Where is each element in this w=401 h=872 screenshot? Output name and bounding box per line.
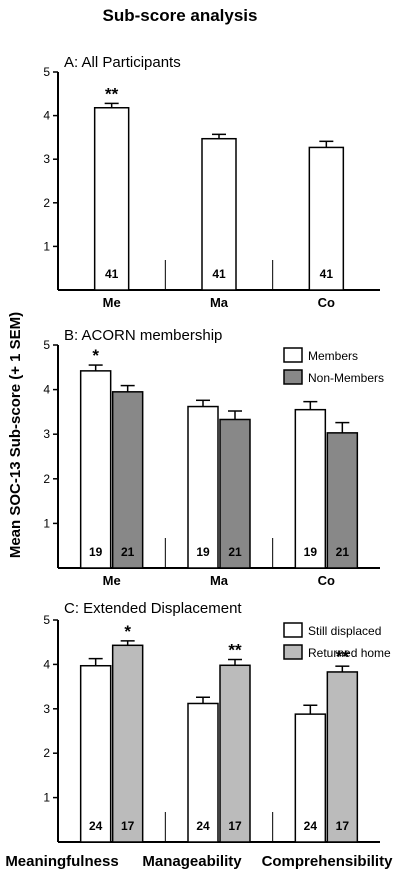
panel-title: A: All Participants [64,54,181,71]
bottom-category-manageability: Manageability [142,853,242,870]
significance-marker: * [124,622,131,641]
bottom-category-comprehensibility: Comprehensibility [262,853,394,870]
y-tick-label: 4 [43,109,50,123]
significance-marker: ** [228,641,242,660]
figure-title: Sub-score analysis [103,6,258,25]
sample-size-label: 24 [196,819,210,833]
legend-label: Non-Members [308,371,384,385]
sample-size-label: 17 [228,819,242,833]
bar [79,370,112,569]
bar [219,418,251,569]
y-tick-label: 1 [43,239,50,253]
category-label-manageability: Ma [210,573,229,588]
sample-size-label: 21 [336,545,350,559]
sample-size-label: 19 [304,545,318,559]
bar [79,664,112,843]
sample-size-label: 24 [89,819,103,833]
category-label-meaningfulness: Me [103,573,121,588]
legend-label: Returned home [308,646,391,660]
bar [93,107,130,291]
panel-title: C: Extended Displacement [64,600,242,617]
bar [294,408,327,569]
category-label-comprehensibility: Co [318,295,335,310]
y-axis-label: Mean SOC-13 Sub-score (+ 1 SEM) [7,312,24,558]
bar [294,713,327,843]
category-label-manageability: Ma [210,295,229,310]
legend-swatch [283,369,303,385]
bar [111,644,144,843]
sample-size-label: 17 [336,819,350,833]
y-tick-label: 5 [43,65,50,79]
legend-label: Members [308,349,358,363]
legend-swatch [283,622,303,638]
y-tick-label: 5 [43,613,50,627]
y-tick-label: 3 [43,427,50,441]
y-tick-label: 3 [43,152,50,166]
y-tick-label: 2 [43,472,50,486]
y-tick-label: 4 [43,657,50,671]
bar [201,137,237,291]
y-tick-label: 1 [43,516,50,530]
bar [219,664,251,843]
bar [187,702,219,843]
significance-marker: ** [105,84,119,103]
y-tick-label: 5 [43,338,50,352]
y-tick-label: 4 [43,383,50,397]
panel-c: C: Extended Displacement 1 2 3 4 5 24 17 * 24 17 **… [43,600,391,843]
sample-size-label: 21 [228,545,242,559]
legend-label: Still displaced [308,624,381,638]
category-label-meaningfulness: Me [103,295,121,310]
legend-swatch [283,644,303,660]
bar [308,146,345,291]
sample-size-label: 19 [89,545,103,559]
bottom-category-labels: Meaningfulness Manageability Comprehensibi… [5,853,393,870]
panel-a: A: All Participants 1 2 3 4 5 41 ** Me 41 Ma 41 Co [43,54,380,310]
sample-size-label: 19 [196,545,210,559]
bar [187,405,219,569]
significance-marker: ** [336,647,350,666]
bottom-category-meaningfulness: Meaningfulness [5,853,118,870]
y-tick-label: 3 [43,702,50,716]
sample-size-label: 41 [212,267,226,281]
category-label-comprehensibility: Co [318,573,335,588]
y-tick-label: 1 [43,791,50,805]
panel-title: B: ACORN membership [64,327,222,344]
chart-panels: A: All Participants1234541**Me41Ma41CoB:… [43,54,391,843]
y-tick-label: 2 [43,196,50,210]
sample-size-label: 21 [121,545,135,559]
bar [326,671,359,843]
legend-swatch [283,347,303,363]
bar [111,391,144,569]
sample-size-label: 41 [105,267,119,281]
sample-size-label: 17 [121,819,135,833]
bar [326,432,359,569]
significance-marker: * [92,346,99,365]
sample-size-label: 41 [320,267,334,281]
y-tick-label: 2 [43,746,50,760]
sample-size-label: 24 [304,819,318,833]
